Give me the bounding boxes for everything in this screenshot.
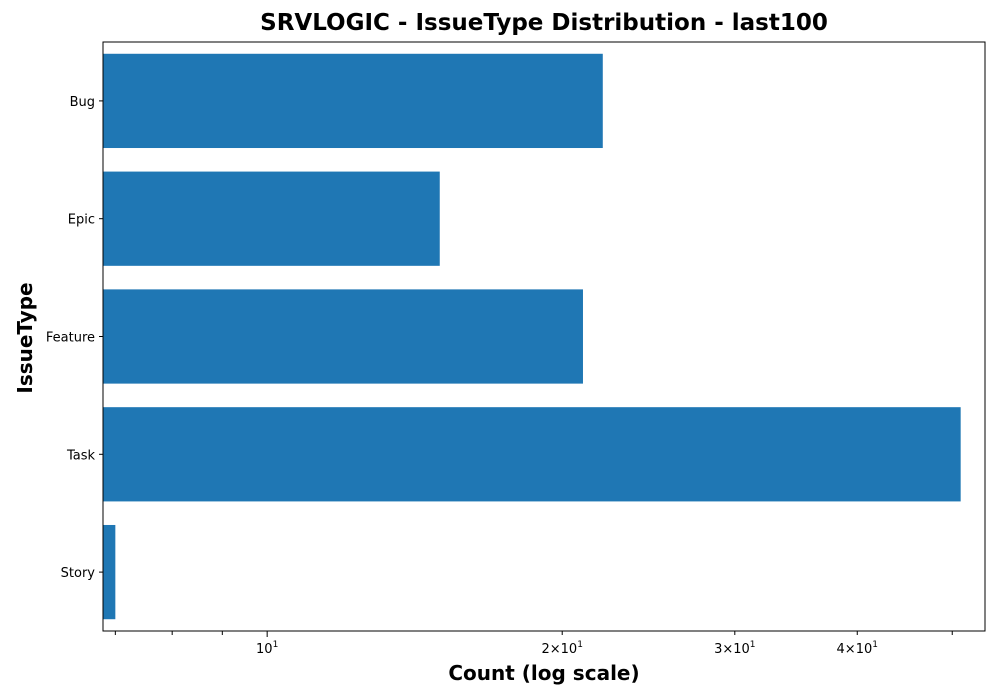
y-axis-label: IssueType — [13, 282, 37, 394]
bar-epic — [103, 171, 440, 266]
bar-task — [103, 407, 961, 502]
y-tick-label-bug: Bug — [70, 95, 95, 110]
chart-title: SRVLOGIC - IssueType Distribution - last… — [260, 10, 828, 36]
bar-feature — [103, 289, 583, 384]
y-tick-label-feature: Feature — [46, 331, 95, 346]
plot-frame — [102, 41, 986, 632]
ticks-group: Bug Epic Feature Task Story 101 2×101 3×101 4×10… — [46, 95, 953, 657]
x-minor-tick-20-label: 2×101 — [541, 640, 582, 657]
bars-group — [103, 53, 961, 620]
y-tick-label-epic: Epic — [68, 213, 95, 228]
y-tick-label-story: Story — [61, 566, 96, 581]
x-minor-tick-30-label: 3×101 — [714, 640, 755, 657]
x-minor-tick-40-label: 4×101 — [837, 640, 878, 657]
x-axis-label: Count (log scale) — [448, 661, 640, 685]
bar-story — [103, 524, 116, 620]
x-major-tick-10-label: 101 — [256, 640, 278, 657]
y-tick-label-task: Task — [66, 448, 96, 463]
bar-bug — [103, 53, 603, 149]
